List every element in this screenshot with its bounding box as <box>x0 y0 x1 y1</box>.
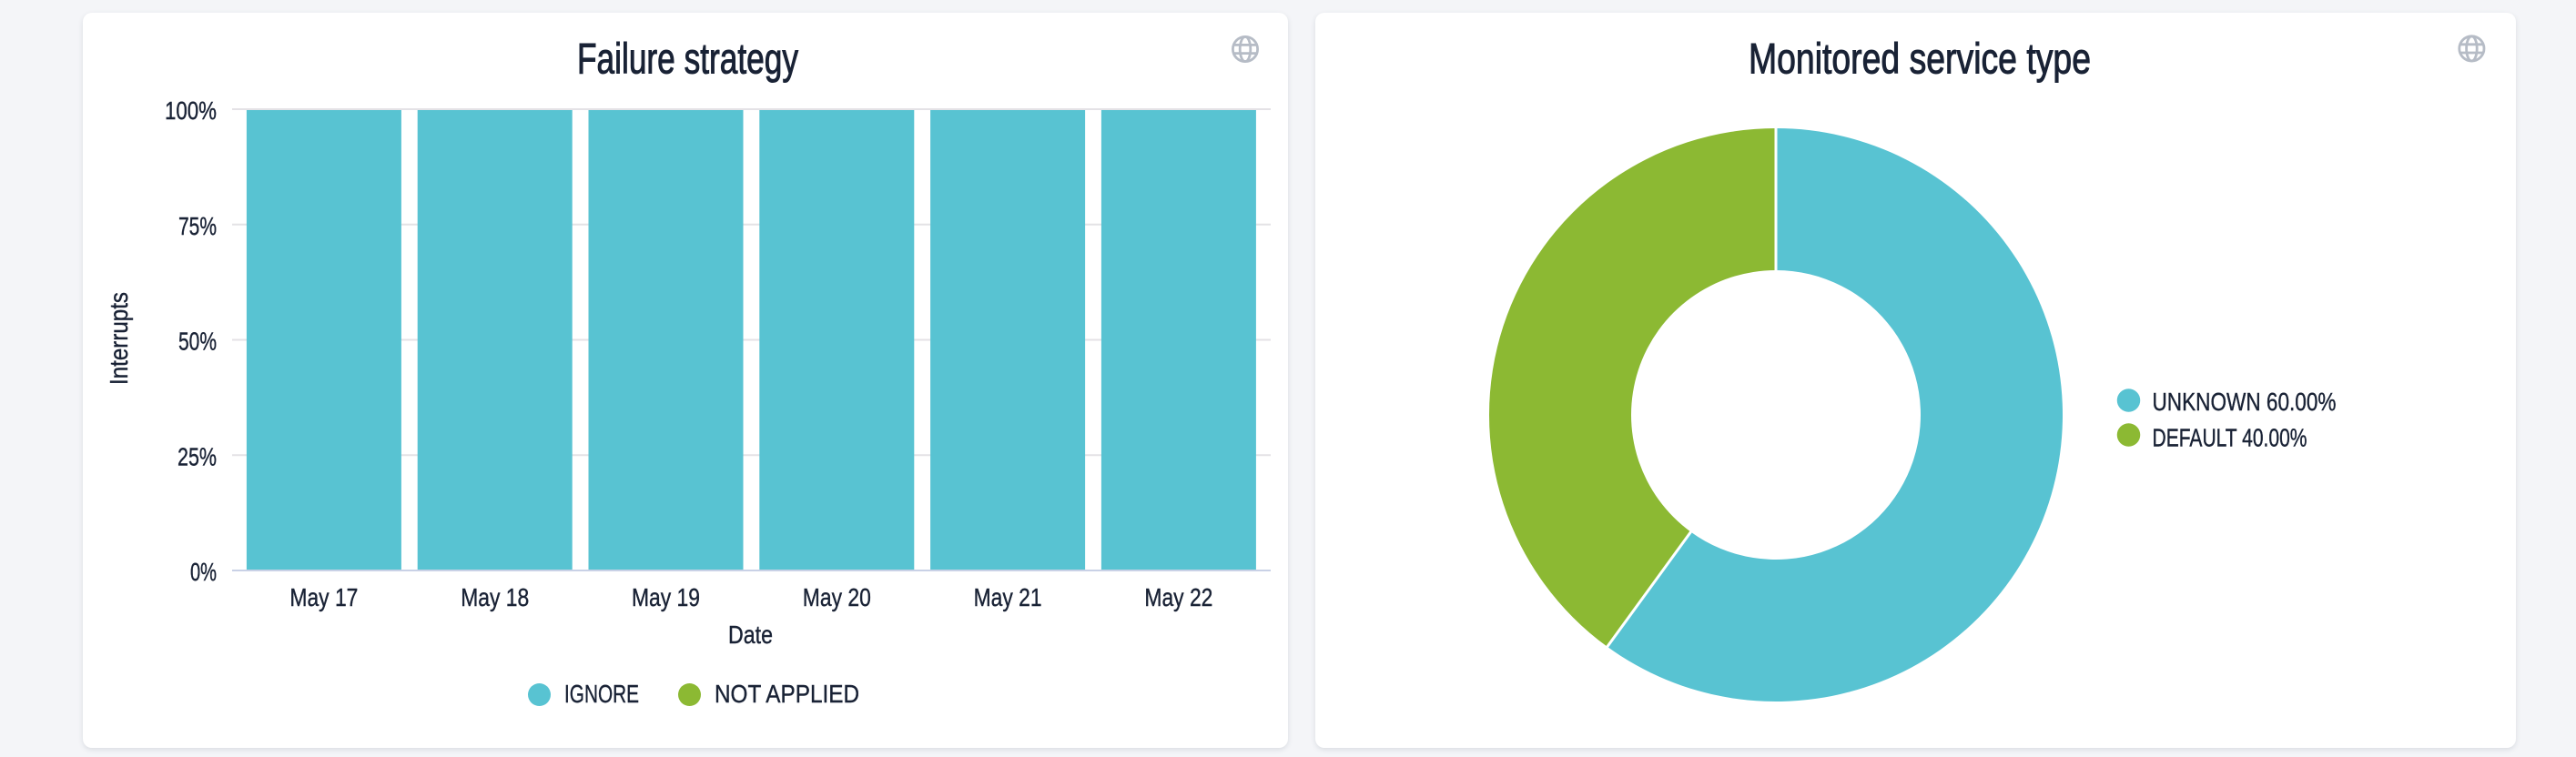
svg-text:Interrupts: Interrupts <box>105 292 133 385</box>
svg-text:0%: 0% <box>190 558 217 586</box>
svg-text:May 17: May 17 <box>289 583 358 611</box>
svg-text:50%: 50% <box>178 328 217 356</box>
svg-text:UNKNOWN 60.00%: UNKNOWN 60.00% <box>2153 388 2337 416</box>
svg-text:May 18: May 18 <box>461 583 529 611</box>
svg-text:IGNORE: IGNORE <box>564 680 639 708</box>
svg-text:May 20: May 20 <box>803 583 871 611</box>
svg-text:DEFAULT 40.00%: DEFAULT 40.00% <box>2153 424 2307 452</box>
svg-text:NOT APPLIED: NOT APPLIED <box>715 680 859 708</box>
svg-text:May 22: May 22 <box>1144 583 1212 611</box>
svg-text:Date: Date <box>728 621 773 649</box>
svg-text:Monitored service type: Monitored service type <box>1749 35 2091 83</box>
svg-text:25%: 25% <box>177 442 217 470</box>
svg-text:May 21: May 21 <box>974 583 1042 611</box>
svg-text:75%: 75% <box>178 212 217 240</box>
svg-text:Failure strategy: Failure strategy <box>577 35 798 83</box>
svg-text:100%: 100% <box>165 96 217 125</box>
svg-text:May 19: May 19 <box>632 583 700 611</box>
